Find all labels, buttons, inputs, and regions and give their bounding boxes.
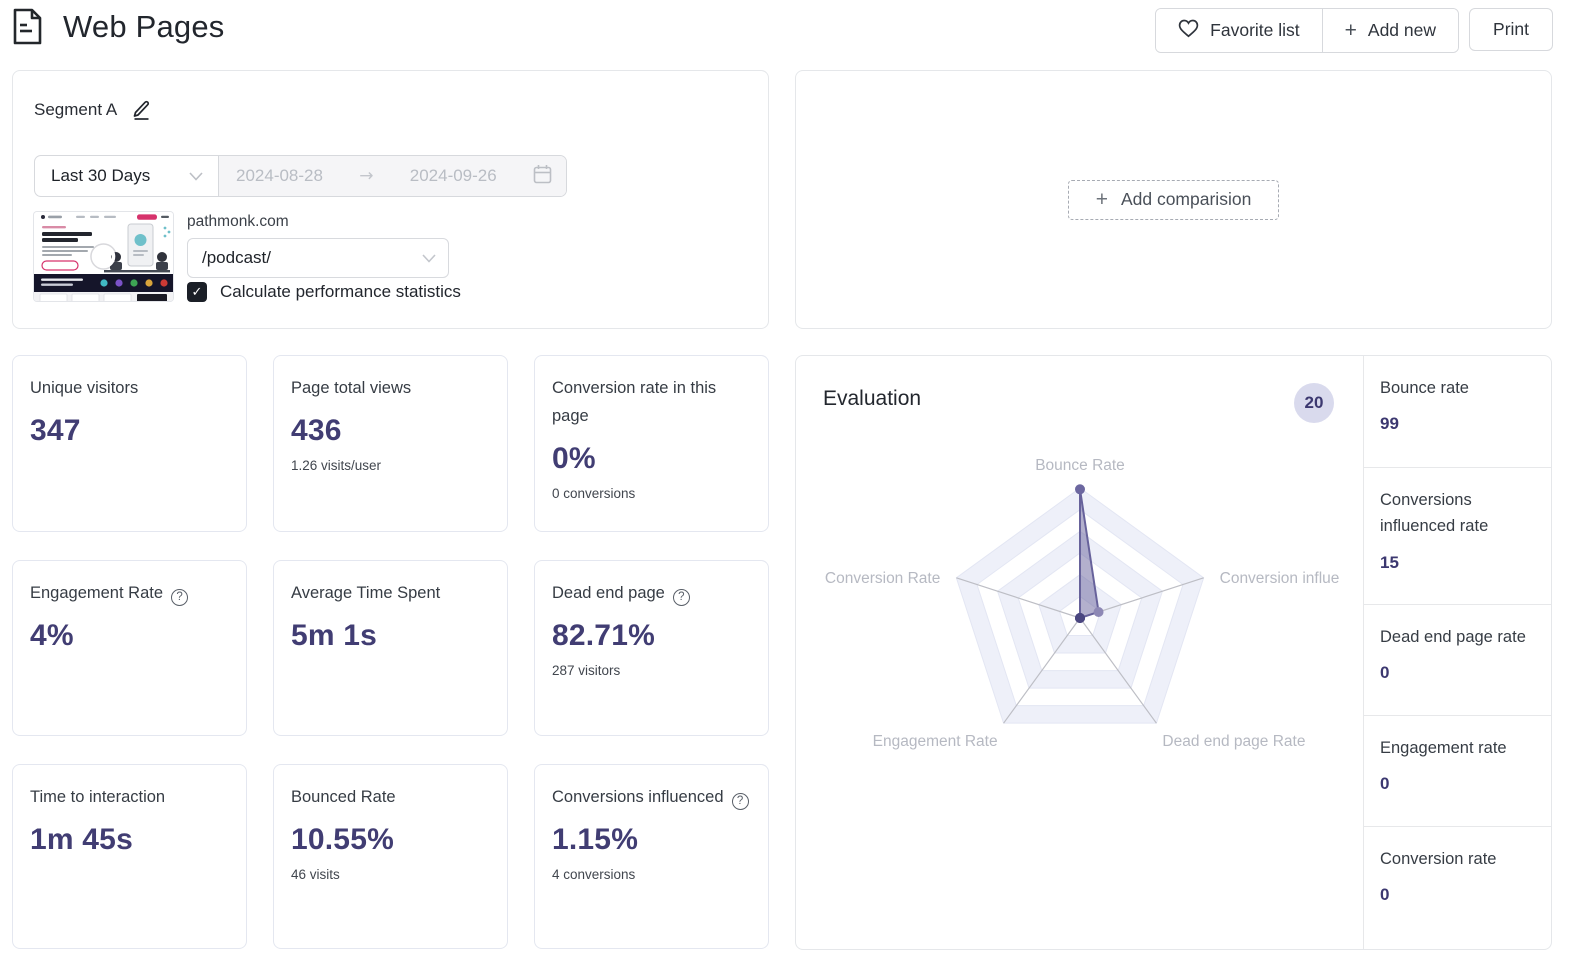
svg-text:Dead end page Rate: Dead end page Rate: [1162, 733, 1305, 750]
metric-card-engagement-rate: Engagement Rate? 4%: [12, 560, 247, 736]
favorite-list-button[interactable]: Favorite list: [1156, 9, 1322, 52]
add-new-label: Add new: [1367, 20, 1437, 40]
calculate-stats-row: ✓ Calculate performance statistics: [187, 282, 461, 302]
metric-sub: 287 visitors: [552, 663, 621, 679]
score-badge: 20: [1294, 383, 1334, 423]
plus-icon: +: [1095, 188, 1108, 211]
chevron-down-icon: [189, 166, 203, 186]
metric-value: 436: [291, 414, 342, 448]
date-range-control: Last 30 Days 2024-08-28 → 2024-09-26: [34, 155, 567, 197]
side-stat-conversions-influenced-rate: Conversions influenced rate 15: [1364, 467, 1551, 604]
svg-text:Conversion influe: Conversion influe: [1220, 570, 1340, 587]
calculate-stats-checkbox[interactable]: ✓: [187, 282, 207, 302]
heart-icon: [1178, 19, 1199, 43]
metric-card-dead-end-page: Dead end page? 82.71% 287 visitors: [534, 560, 769, 736]
metric-sub: 0 conversions: [552, 486, 636, 502]
titlebar: Web Pages: [12, 8, 225, 45]
metric-card-conversion-rate: Conversion rate in this page 0% 0 conver…: [534, 355, 769, 532]
help-icon[interactable]: ?: [731, 793, 749, 811]
radar-chart: Bounce Rate Conversion influe Dead end pag…: [825, 457, 1340, 750]
evaluation-chart-area: Evaluation 20 Bounce Rate Conversion infl…: [796, 356, 1364, 949]
add-comparison-label: Add comparision: [1120, 189, 1252, 209]
date-preset-value: Last 30 Days: [51, 166, 151, 185]
print-button[interactable]: Print: [1469, 8, 1553, 51]
metric-sub: 4 conversions: [552, 867, 636, 883]
metric-label: Bounced Rate: [291, 788, 396, 806]
metric-cards-grid: Unique visitors 347 Page total views 436…: [12, 355, 769, 950]
metric-sub: 46 visits: [291, 867, 340, 883]
metric-label: Engagement Rate?: [30, 579, 229, 607]
comparison-panel: + Add comparision: [795, 70, 1552, 329]
metric-card-conversions-influenced: Conversions influenced? 1.15% 4 conversi…: [534, 764, 769, 949]
header-button-group: Favorite list + Add new: [1155, 8, 1460, 53]
site-domain: pathmonk.com: [187, 213, 289, 230]
evaluation-title: Evaluation: [823, 387, 922, 410]
metric-value: 4%: [30, 619, 74, 653]
side-stat-conversion-rate: Conversion rate 0: [1364, 826, 1551, 949]
metric-label: Page total views: [291, 379, 412, 397]
date-preset-select[interactable]: Last 30 Days: [35, 156, 218, 196]
page-thumbnail[interactable]: [34, 212, 173, 301]
metric-sub: 1.26 visits/user: [291, 458, 382, 474]
segment-name: Segment A: [34, 100, 118, 119]
metric-card-average-time-spent: Average Time Spent 5m 1s: [273, 560, 508, 736]
metric-card-time-to-interaction: Time to interaction 1m 45s: [12, 764, 247, 949]
side-stat-bounce-rate: Bounce rate 99: [1380, 379, 1469, 434]
svg-text:Engagement Rate: Engagement Rate: [873, 733, 998, 750]
metric-label: Unique visitors: [30, 379, 139, 397]
help-icon[interactable]: ?: [171, 589, 189, 607]
page-title: Web Pages: [63, 8, 225, 44]
favorite-list-label: Favorite list: [1210, 20, 1300, 40]
eye-icon: [90, 243, 117, 270]
side-stat-engagement-rate: Engagement rate 0: [1364, 715, 1551, 826]
metric-value: 0%: [552, 442, 596, 476]
metric-value: 82.71%: [552, 619, 655, 653]
segment-panel: Segment A Last 30 Days 2024-08-28 → 2024…: [12, 70, 769, 329]
metric-value: 10.55%: [291, 823, 394, 857]
print-label: Print: [1493, 19, 1529, 39]
svg-text:Bounce Rate: Bounce Rate: [1035, 457, 1125, 474]
document-icon: [12, 8, 43, 45]
evaluation-side-stats: Bounce rate 99 Conversions influenced ra…: [1364, 356, 1551, 949]
metric-value: 1.15%: [552, 823, 639, 857]
arrow-right-icon: →: [359, 166, 374, 186]
evaluation-panel: Evaluation 20 Bounce Rate Conversion infl…: [795, 355, 1552, 950]
add-comparison-button[interactable]: + Add comparision: [1067, 179, 1280, 220]
metric-value: 5m 1s: [291, 619, 378, 653]
page-path-value: /podcast/: [202, 248, 271, 267]
help-icon[interactable]: ?: [672, 589, 690, 607]
svg-text:Conversion Rate: Conversion Rate: [825, 570, 940, 587]
metric-label: Time to interaction: [30, 788, 166, 806]
metric-label: Dead end page?: [552, 579, 751, 607]
edit-pencil-icon[interactable]: [132, 100, 151, 120]
calendar-icon: [533, 164, 552, 189]
side-stat-dead-end-page-rate: Dead end page rate 0: [1364, 604, 1551, 715]
metric-card-bounced-rate: Bounced Rate 10.55% 46 visits: [273, 764, 508, 949]
metric-label: Conversions influenced?: [552, 783, 751, 811]
header-actions: Favorite list + Add new Print: [1155, 8, 1553, 53]
metric-label: Average Time Spent: [291, 584, 441, 602]
date-range-input[interactable]: 2024-08-28 → 2024-09-26: [218, 156, 566, 196]
date-end: 2024-09-26: [409, 166, 497, 185]
chevron-down-icon: [422, 248, 436, 268]
segment-header: Segment A: [34, 100, 151, 120]
metric-value: 347: [30, 414, 81, 448]
metric-card-unique-visitors: Unique visitors 347: [12, 355, 247, 532]
calculate-stats-label: Calculate performance statistics: [220, 282, 461, 301]
check-icon: ✓: [191, 284, 203, 300]
plus-icon: +: [1344, 19, 1357, 42]
metric-value: 1m 45s: [30, 823, 133, 857]
metric-card-page-total-views: Page total views 436 1.26 visits/user: [273, 355, 508, 532]
metric-label: Conversion rate in this page: [552, 379, 717, 426]
add-new-button[interactable]: + Add new: [1321, 9, 1459, 52]
date-start: 2024-08-28: [236, 166, 323, 185]
page-path-select[interactable]: /podcast/: [187, 238, 449, 278]
